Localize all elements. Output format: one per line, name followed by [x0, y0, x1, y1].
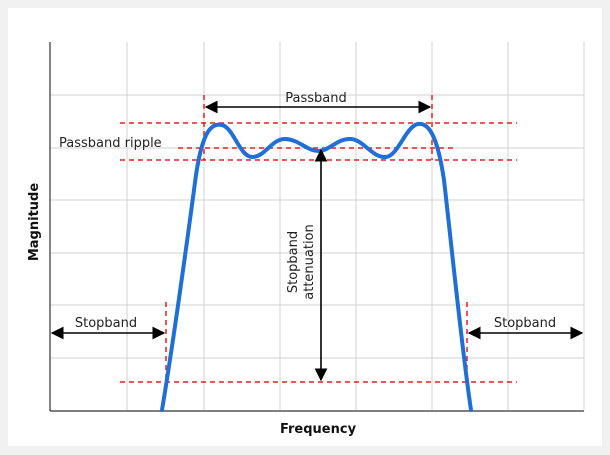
x-axis-label: Frequency	[280, 422, 357, 437]
guide-lines	[120, 95, 517, 383]
y-axis-label: Magnitude	[27, 183, 42, 262]
stopband-left-label: Stopband	[75, 316, 137, 331]
stopband-right-label: Stopband	[494, 316, 556, 331]
stopband-attenuation-label: Stopband attenuation	[286, 224, 317, 300]
stopband-attenuation-label-line1: Stopband	[286, 231, 301, 293]
arrows	[50, 100, 584, 382]
passband-ripple-label: Passband ripple	[59, 136, 162, 151]
stopband-attenuation-label-line2: attenuation	[302, 224, 317, 300]
figure-panel	[8, 8, 602, 446]
passband-label: Passband	[285, 91, 346, 106]
